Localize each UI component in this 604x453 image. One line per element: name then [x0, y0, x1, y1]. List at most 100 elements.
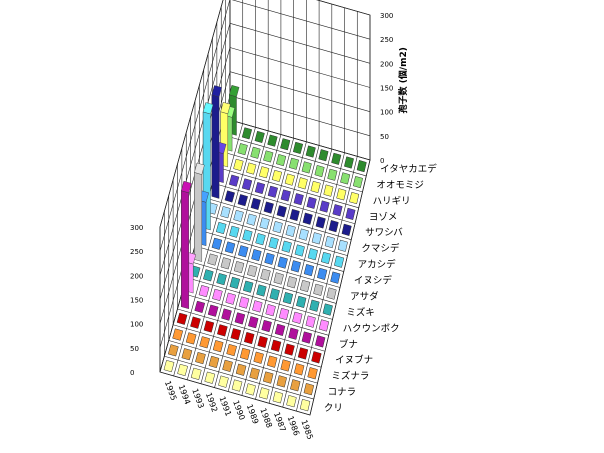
floor-marker	[237, 194, 249, 207]
floor-marker	[305, 145, 316, 158]
year-tick-label: 1987	[272, 411, 287, 433]
floor-marker	[241, 127, 253, 140]
floor-marker	[344, 156, 354, 169]
floor-marker	[202, 269, 214, 282]
year-tick-label: 1989	[245, 403, 260, 425]
floor-marker	[270, 339, 282, 352]
floor-marker	[225, 292, 237, 305]
floor-marker	[275, 153, 287, 167]
floor-marker	[190, 367, 202, 381]
year-tick-label: 1991	[218, 395, 233, 417]
year-tick-label: 1993	[190, 387, 205, 409]
z-tick-label-right: 0	[380, 157, 384, 165]
floor-gridline	[164, 355, 314, 400]
floor-marker	[267, 134, 278, 147]
floor-marker	[307, 367, 318, 380]
floor-marker	[224, 241, 236, 254]
floor-marker	[278, 307, 290, 321]
floor-marker	[356, 159, 367, 173]
floor-gridline	[168, 340, 318, 384]
floor-marker	[276, 375, 287, 388]
floor-marker	[280, 359, 291, 372]
floor-marker	[263, 201, 274, 214]
species-label: ミズナラ	[331, 370, 369, 382]
floor-marker	[290, 260, 302, 273]
floor-marker	[253, 351, 264, 364]
floor-marker	[199, 336, 211, 349]
year-tick-label: 1990	[231, 399, 246, 421]
floor-marker	[215, 221, 227, 235]
year-tick-label: 1994	[177, 384, 192, 406]
floor-marker	[265, 303, 276, 317]
year-tick-label: 1985	[299, 419, 314, 441]
floor-marker	[299, 279, 311, 293]
floor-marker	[303, 263, 315, 277]
floor-marker	[249, 367, 260, 380]
floor-marker	[324, 235, 335, 249]
bar-top	[220, 102, 231, 115]
floor-marker	[195, 351, 206, 365]
floor-marker	[341, 223, 352, 237]
floor-marker	[284, 343, 295, 356]
floor-marker	[309, 299, 320, 312]
z-tick-label-left: 300	[130, 224, 143, 232]
floor-marker	[268, 236, 279, 250]
z-tick-label-right: 100	[380, 109, 393, 117]
floor-marker	[229, 276, 241, 290]
floor-marker	[222, 359, 233, 373]
z-tick-label-left: 150	[130, 297, 143, 305]
floor-marker	[250, 146, 261, 159]
floor-marker	[297, 177, 308, 190]
floor-marker	[242, 229, 253, 242]
floor-gridline	[177, 308, 326, 352]
floor-marker	[258, 387, 270, 400]
floor-marker	[230, 328, 242, 341]
floor-marker	[246, 162, 257, 175]
floor-marker	[266, 355, 278, 368]
floor-marker	[323, 184, 334, 197]
floor-marker	[250, 197, 261, 211]
floor-marker	[233, 209, 244, 223]
z-tick-label-left: 250	[130, 248, 143, 256]
floor-marker	[271, 169, 283, 183]
back-wall-gridline	[229, 71, 371, 112]
floor-marker	[284, 173, 296, 186]
floor-marker	[285, 224, 296, 238]
floor-marker	[254, 181, 266, 195]
year-tick-label: 1988	[258, 407, 273, 429]
floor-marker	[247, 316, 259, 329]
floor-marker	[315, 335, 326, 348]
floor-marker	[302, 212, 313, 225]
species-label: アカシデ	[358, 259, 397, 271]
floor-marker	[320, 251, 332, 265]
back-wall-gridline	[229, 95, 371, 137]
back-wall-gridline	[316, 0, 371, 16]
bar-top	[211, 85, 222, 98]
floor-marker	[229, 225, 240, 238]
floor-marker	[237, 245, 249, 258]
species-label: ハリギリ	[373, 196, 411, 207]
floor-marker	[212, 339, 224, 353]
floor-marker	[221, 308, 232, 321]
floor-marker	[282, 291, 294, 305]
floor-marker	[292, 141, 304, 155]
floor-marker	[311, 232, 322, 245]
floor-marker	[245, 383, 256, 396]
floor-marker	[262, 371, 274, 384]
floor-marker	[181, 348, 193, 361]
floor-marker	[294, 244, 305, 257]
floor-marker	[272, 220, 283, 234]
floor-marker	[303, 382, 315, 396]
floor-marker	[277, 256, 288, 269]
floor-marker	[267, 185, 279, 198]
species-label: クマシデ	[361, 243, 400, 255]
species-label: アサダ	[350, 291, 379, 303]
floor-gridline	[203, 214, 348, 256]
floor-marker	[235, 363, 247, 376]
floor-marker	[326, 287, 337, 300]
z-tick-label-left: 0	[130, 369, 134, 377]
floor-marker	[293, 193, 304, 206]
floor-marker	[216, 324, 228, 337]
species-label: ヨゾメ	[369, 212, 398, 223]
floor-marker	[298, 228, 309, 241]
